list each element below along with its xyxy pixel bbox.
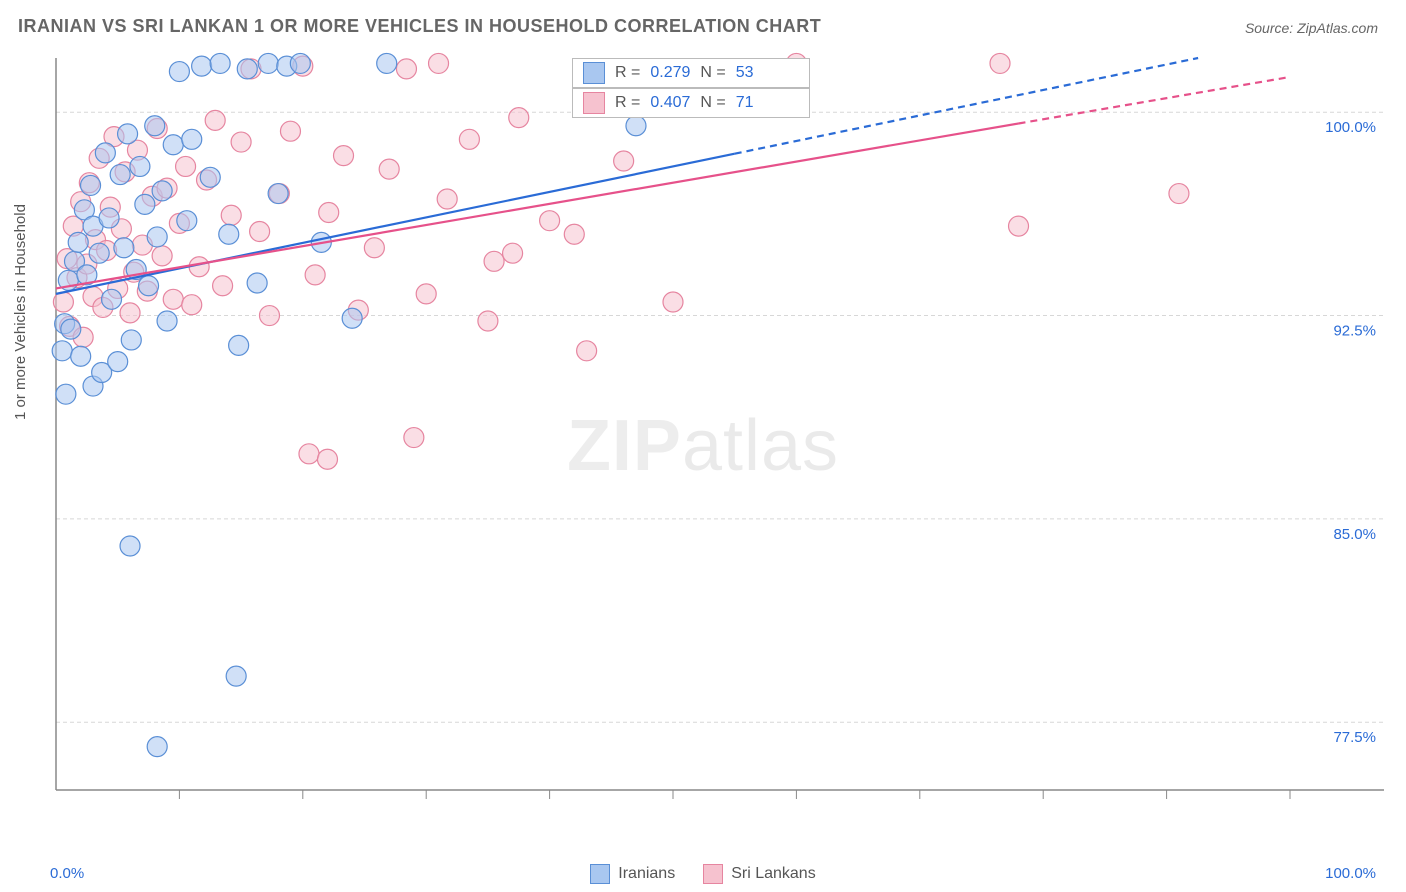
n-label: N = — [700, 94, 725, 112]
r-value: 0.279 — [650, 64, 690, 82]
y-axis-label: 1 or more Vehicles in Household — [12, 204, 29, 420]
swatch-icon — [590, 864, 610, 884]
svg-text:92.5%: 92.5% — [1333, 323, 1376, 340]
n-value: 53 — [736, 64, 754, 82]
source-attribution: Source: ZipAtlas.com — [1245, 20, 1378, 36]
svg-text:100.0%: 100.0% — [1325, 119, 1376, 136]
legend-label: Sri Lankans — [731, 865, 816, 883]
swatch-icon — [583, 62, 605, 84]
legend: Iranians Sri Lankans — [0, 864, 1406, 884]
legend-item-iranians: Iranians — [590, 864, 675, 884]
n-label: N = — [700, 64, 725, 82]
svg-text:85.0%: 85.0% — [1333, 526, 1376, 543]
chart-title: IRANIAN VS SRI LANKAN 1 OR MORE VEHICLES… — [18, 16, 821, 37]
legend-item-srilankans: Sri Lankans — [703, 864, 816, 884]
swatch-icon — [703, 864, 723, 884]
legend-label: Iranians — [618, 865, 675, 883]
stats-box-srilankans: R = 0.407 N = 71 — [572, 88, 810, 118]
svg-text:77.5%: 77.5% — [1333, 729, 1376, 746]
n-value: 71 — [736, 94, 754, 112]
r-value: 0.407 — [650, 94, 690, 112]
swatch-icon — [583, 92, 605, 114]
r-label: R = — [615, 94, 640, 112]
r-label: R = — [615, 64, 640, 82]
correlation-chart: 77.5% 85.0% 92.5% 100.0% — [48, 52, 1384, 832]
stats-box-iranians: R = 0.279 N = 53 — [572, 58, 810, 88]
